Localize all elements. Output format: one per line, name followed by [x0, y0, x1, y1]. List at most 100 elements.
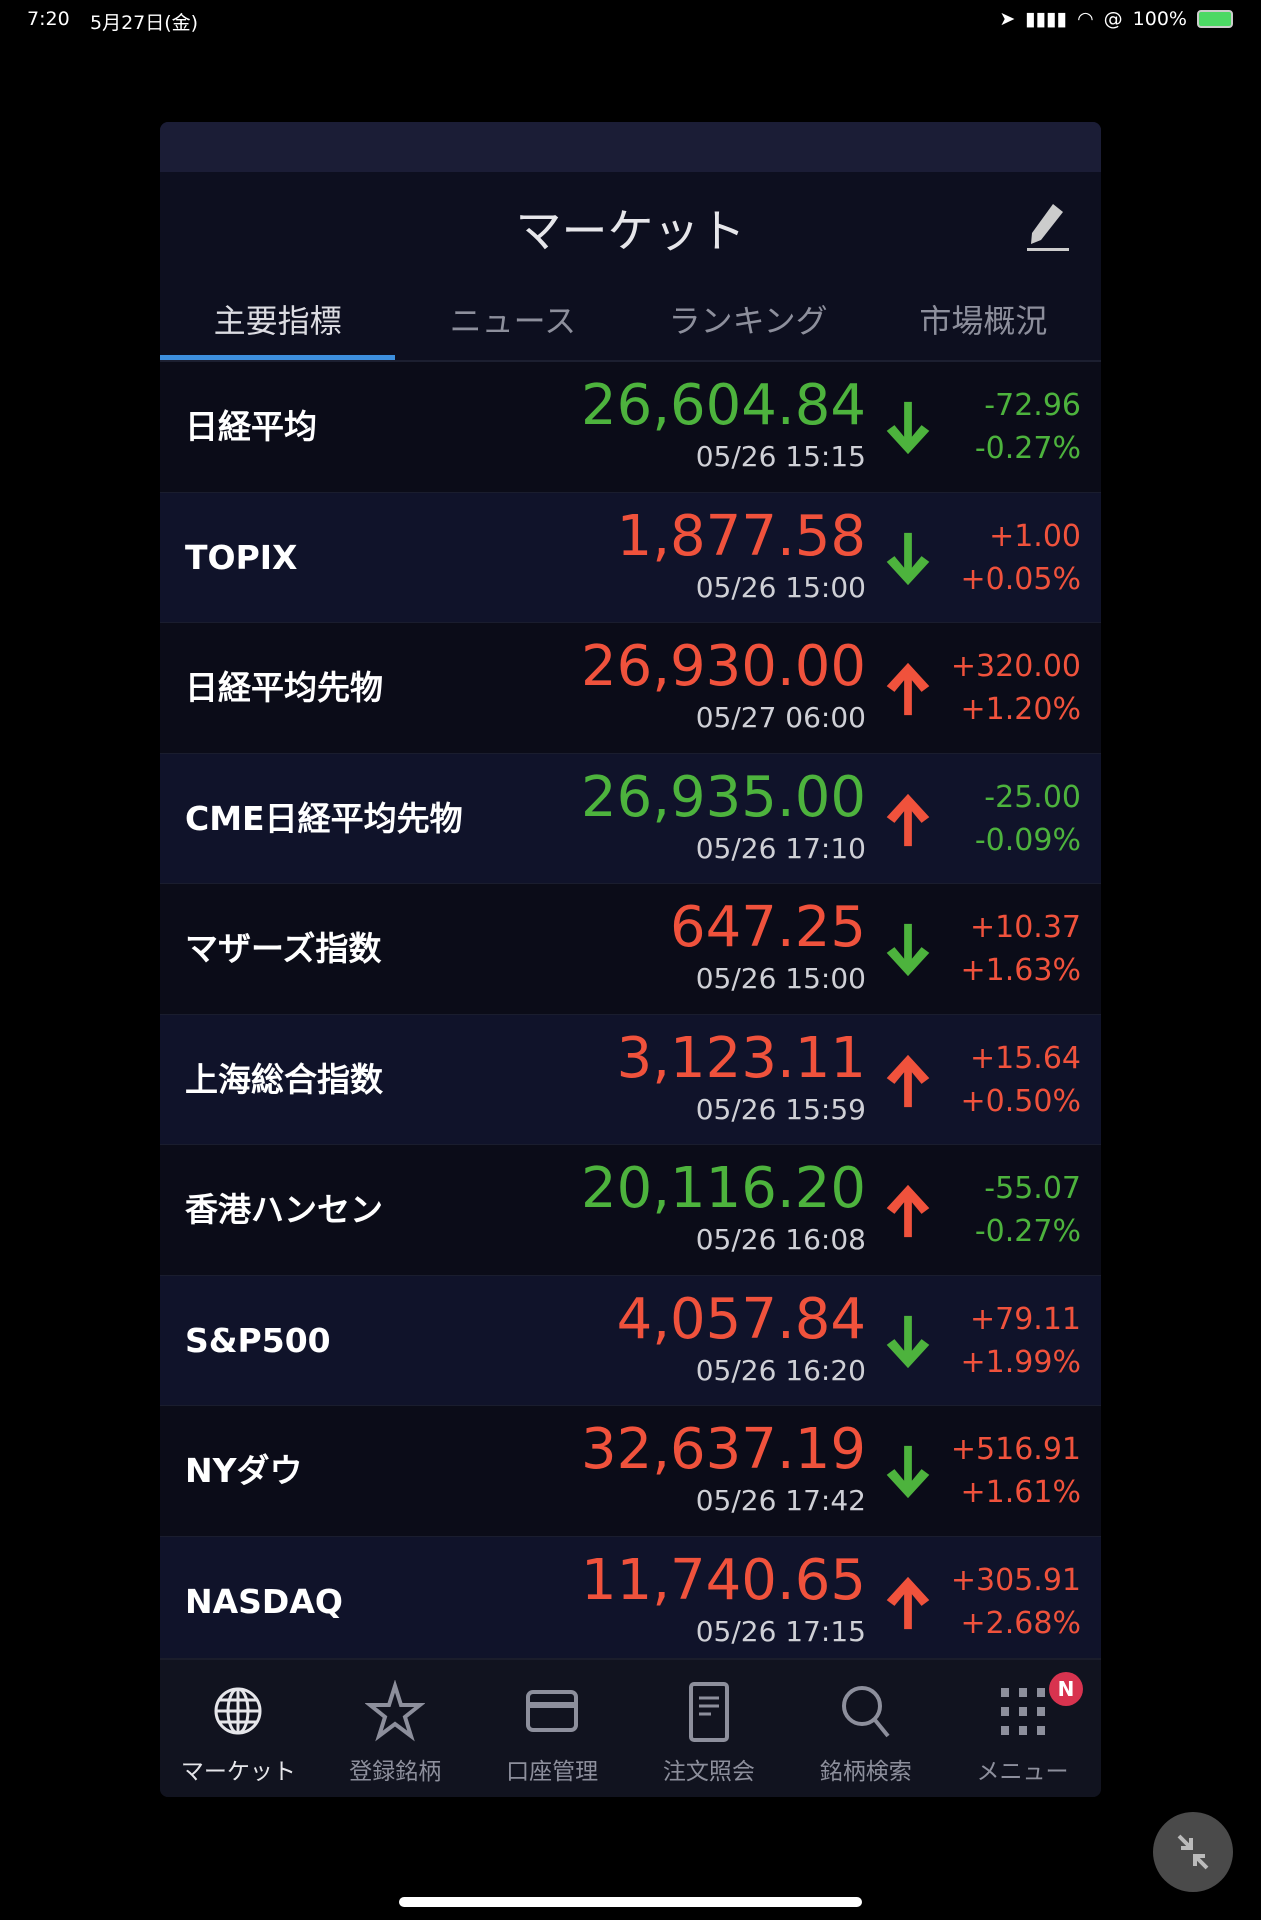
change-block: +320.00 +1.20% [951, 645, 1081, 731]
index-time: 05/26 16:08 [695, 1223, 866, 1256]
change-block: +15.64 +0.50% [961, 1037, 1081, 1123]
status-date: 5月27日(金) [90, 12, 199, 34]
index-row[interactable]: 日経平均先物 26,930.00 05/27 06:00 +320.00 +1.2… [160, 623, 1101, 754]
tab-bar: 主要指標 ニュース ランキング 市場概況 [160, 290, 1101, 362]
arrow-down-icon [886, 401, 930, 455]
nav-item-0[interactable]: マーケット [160, 1660, 317, 1797]
change-value: +305.91 [950, 1562, 1081, 1598]
battery-icon [1197, 10, 1233, 28]
nav-item-4[interactable]: 銘柄検索 [787, 1660, 944, 1797]
tab-1[interactable]: ニュース [449, 302, 577, 340]
location-icon: ➤ [999, 8, 1016, 30]
arrow-up-icon [886, 1054, 930, 1107]
status-bar: 7:20 5月27日(金) ➤ ▮▮▮▮ ◠ @ 100% [0, 8, 1261, 38]
index-price: 20,116.20 [580, 1156, 866, 1221]
change-value: -55.07 [984, 1171, 1081, 1206]
nav-item-2[interactable]: 口座管理 [474, 1660, 631, 1797]
index-name: 上海総合指数 [185, 1059, 383, 1099]
change-block: +79.11 +1.99% [961, 1298, 1081, 1384]
index-name: 日経平均 [185, 407, 317, 446]
index-time: 05/26 15:00 [695, 962, 866, 995]
nav-label: 銘柄検索 [819, 1759, 912, 1785]
index-row[interactable]: NASDAQ 11,740.65 05/26 17:15 +305.91 +2.6… [160, 1536, 1101, 1667]
change-percent: +1.61% [960, 1475, 1081, 1510]
collapse-arrows-icon [1177, 1834, 1209, 1870]
change-percent: -0.27% [974, 431, 1081, 466]
index-time: 05/26 16:20 [695, 1353, 866, 1387]
notification-badge: N [1048, 1672, 1083, 1706]
index-row[interactable]: マザーズ指数 647.25 05/26 15:00 +10.37 +1.63% [160, 884, 1101, 1015]
index-price: 1,877.58 [616, 503, 866, 569]
nav-item-3[interactable]: 注文照会 [630, 1660, 787, 1797]
change-percent: +1.63% [960, 953, 1081, 988]
tab-0[interactable]: 主要指標 [160, 290, 396, 360]
change-percent: -0.27% [974, 1214, 1081, 1249]
index-price: 26,935.00 [580, 764, 866, 830]
change-block: -72.96 -0.27% [975, 384, 1081, 470]
orientation-lock-icon: @ [1103, 8, 1123, 30]
index-list: 日経平均 26,604.84 05/26 15:15 -72.96 -0.27% T… [160, 362, 1101, 1667]
tab-2[interactable]: ランキング [668, 302, 828, 340]
change-block: +1.00 +0.05% [961, 515, 1081, 601]
nav-label: メニュー [976, 1759, 1069, 1785]
change-percent: +2.68% [960, 1605, 1081, 1641]
wifi-icon: ◠ [1077, 8, 1094, 30]
nav-label: 登録銘柄 [349, 1759, 442, 1785]
arrow-up-icon [886, 1184, 930, 1238]
index-time: 05/26 17:42 [695, 1484, 866, 1517]
index-row[interactable]: 香港ハンセン 20,116.20 05/26 16:08 -55.07 -0.27… [160, 1145, 1101, 1276]
change-percent: +1.99% [960, 1344, 1081, 1380]
change-value: +15.64 [969, 1040, 1081, 1076]
change-block: +305.91 +2.68% [951, 1559, 1081, 1645]
index-price: 4,057.84 [616, 1286, 866, 1352]
app-window: マーケット 主要指標 ニュース ランキング 市場概況 日経平均 26,604.84 0… [160, 122, 1101, 1797]
nav-label: 注文照会 [662, 1759, 755, 1785]
change-percent: -0.09% [974, 822, 1081, 858]
change-value: -72.96 [984, 388, 1081, 423]
index-price: 26,604.84 [580, 373, 866, 438]
index-row[interactable]: TOPIX 1,877.58 05/26 15:00 +1.00 +0.05% [160, 492, 1101, 623]
index-row[interactable]: CME日経平均先物 26,935.00 05/26 17:10 -25.00 -0… [160, 753, 1101, 884]
nav-label: 口座管理 [506, 1759, 599, 1785]
index-name: 香港ハンセン [185, 1190, 383, 1229]
collapse-button[interactable] [1153, 1812, 1233, 1892]
header: マーケット [160, 172, 1101, 290]
index-row[interactable]: 上海総合指数 3,123.11 05/26 15:59 +15.64 +0.50% [160, 1014, 1101, 1145]
edit-pencil-icon[interactable] [1025, 200, 1071, 254]
document-icon [688, 1682, 729, 1742]
index-row[interactable]: 日経平均 26,604.84 05/26 15:15 -72.96 -0.27% [160, 362, 1101, 493]
change-block: -55.07 -0.27% [975, 1167, 1081, 1253]
change-block: +10.37 +1.63% [961, 906, 1081, 992]
change-value: -25.00 [984, 779, 1081, 815]
star-icon [364, 1679, 426, 1742]
index-price: 647.25 [670, 895, 866, 960]
arrow-down-icon [886, 923, 930, 977]
arrow-down-icon [886, 1445, 930, 1499]
index-row[interactable]: S&P500 4,057.84 05/26 16:20 +79.11 +1.99% [160, 1275, 1101, 1406]
nav-item-5[interactable]: メニュー N [944, 1660, 1101, 1797]
nav-item-1[interactable]: 登録銘柄 [317, 1660, 474, 1797]
arrow-up-icon [886, 793, 930, 846]
index-name: CME日経平均先物 [185, 798, 463, 838]
change-block: +516.91 +1.61% [951, 1428, 1081, 1514]
change-value: +320.00 [950, 649, 1081, 684]
index-time: 05/26 15:00 [695, 570, 866, 604]
status-time: 7:20 [27, 8, 70, 30]
arrow-up-icon [886, 1576, 930, 1629]
index-name: マザーズ指数 [185, 929, 382, 968]
change-percent: +1.20% [960, 692, 1081, 727]
index-time: 05/26 17:15 [695, 1614, 866, 1648]
change-block: -25.00 -0.09% [975, 776, 1081, 862]
index-time: 05/26 17:10 [695, 831, 866, 865]
change-value: +516.91 [950, 1432, 1081, 1467]
search-icon [841, 1686, 890, 1738]
change-value: +79.11 [969, 1301, 1081, 1337]
tab-3[interactable]: 市場概況 [919, 302, 1048, 340]
index-row[interactable]: NYダウ 32,637.19 05/26 17:42 +516.91 +1.61% [160, 1406, 1101, 1537]
arrow-up-icon [886, 662, 930, 716]
index-name: NASDAQ [185, 1581, 343, 1621]
index-time: 05/27 06:00 [695, 701, 866, 734]
top-band [160, 122, 1101, 172]
page-title: マーケット [515, 204, 746, 258]
home-indicator[interactable] [399, 1897, 862, 1907]
